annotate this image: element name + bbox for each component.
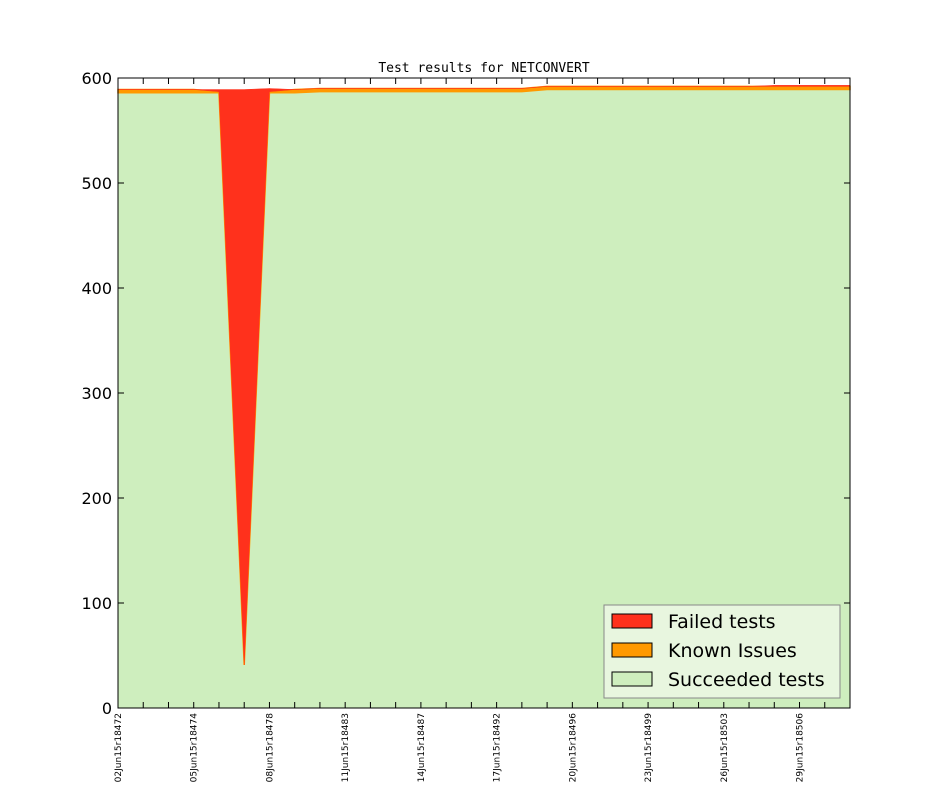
x-tick-label: 05Jun15r18474 bbox=[190, 713, 200, 783]
x-tick-label: 08Jun15r18478 bbox=[265, 713, 275, 783]
y-tick-label: 600 bbox=[81, 69, 112, 88]
legend-label: Succeeded tests bbox=[668, 669, 825, 691]
legend-label: Known Issues bbox=[668, 640, 797, 662]
x-tick-label: 11Jun15r18483 bbox=[341, 713, 351, 782]
x-tick-label: 17Jun15r18492 bbox=[493, 713, 503, 782]
x-tick-label: 23Jun15r18499 bbox=[644, 713, 654, 783]
legend-swatch bbox=[611, 671, 653, 687]
x-tick-label: 14Jun15r18487 bbox=[417, 713, 427, 782]
legend: Failed tests Known Issues Succeeded tests bbox=[603, 604, 841, 699]
x-tick-label: 26Jun15r18503 bbox=[720, 713, 730, 782]
axis-ticks: 0 100 200 300 400 500 600 02Jun15r18472 05Jun15r… bbox=[81, 69, 851, 783]
x-tick-label: 29Jun15r18506 bbox=[796, 713, 806, 783]
legend-label: Failed tests bbox=[668, 611, 776, 633]
x-tick-label: 02Jun15r18472 bbox=[114, 713, 124, 782]
x-tick-label: 20Jun15r18496 bbox=[568, 713, 578, 783]
y-tick-label: 400 bbox=[81, 279, 112, 298]
legend-swatch bbox=[611, 613, 653, 629]
y-tick-label: 0 bbox=[102, 699, 112, 718]
chart-title: Test results for NETCONVERT bbox=[378, 61, 589, 76]
y-tick-label: 200 bbox=[81, 489, 112, 508]
y-tick-label: 100 bbox=[81, 594, 112, 613]
y-tick-label: 500 bbox=[81, 174, 112, 193]
legend-swatch bbox=[611, 642, 653, 658]
y-tick-label: 300 bbox=[81, 384, 112, 403]
